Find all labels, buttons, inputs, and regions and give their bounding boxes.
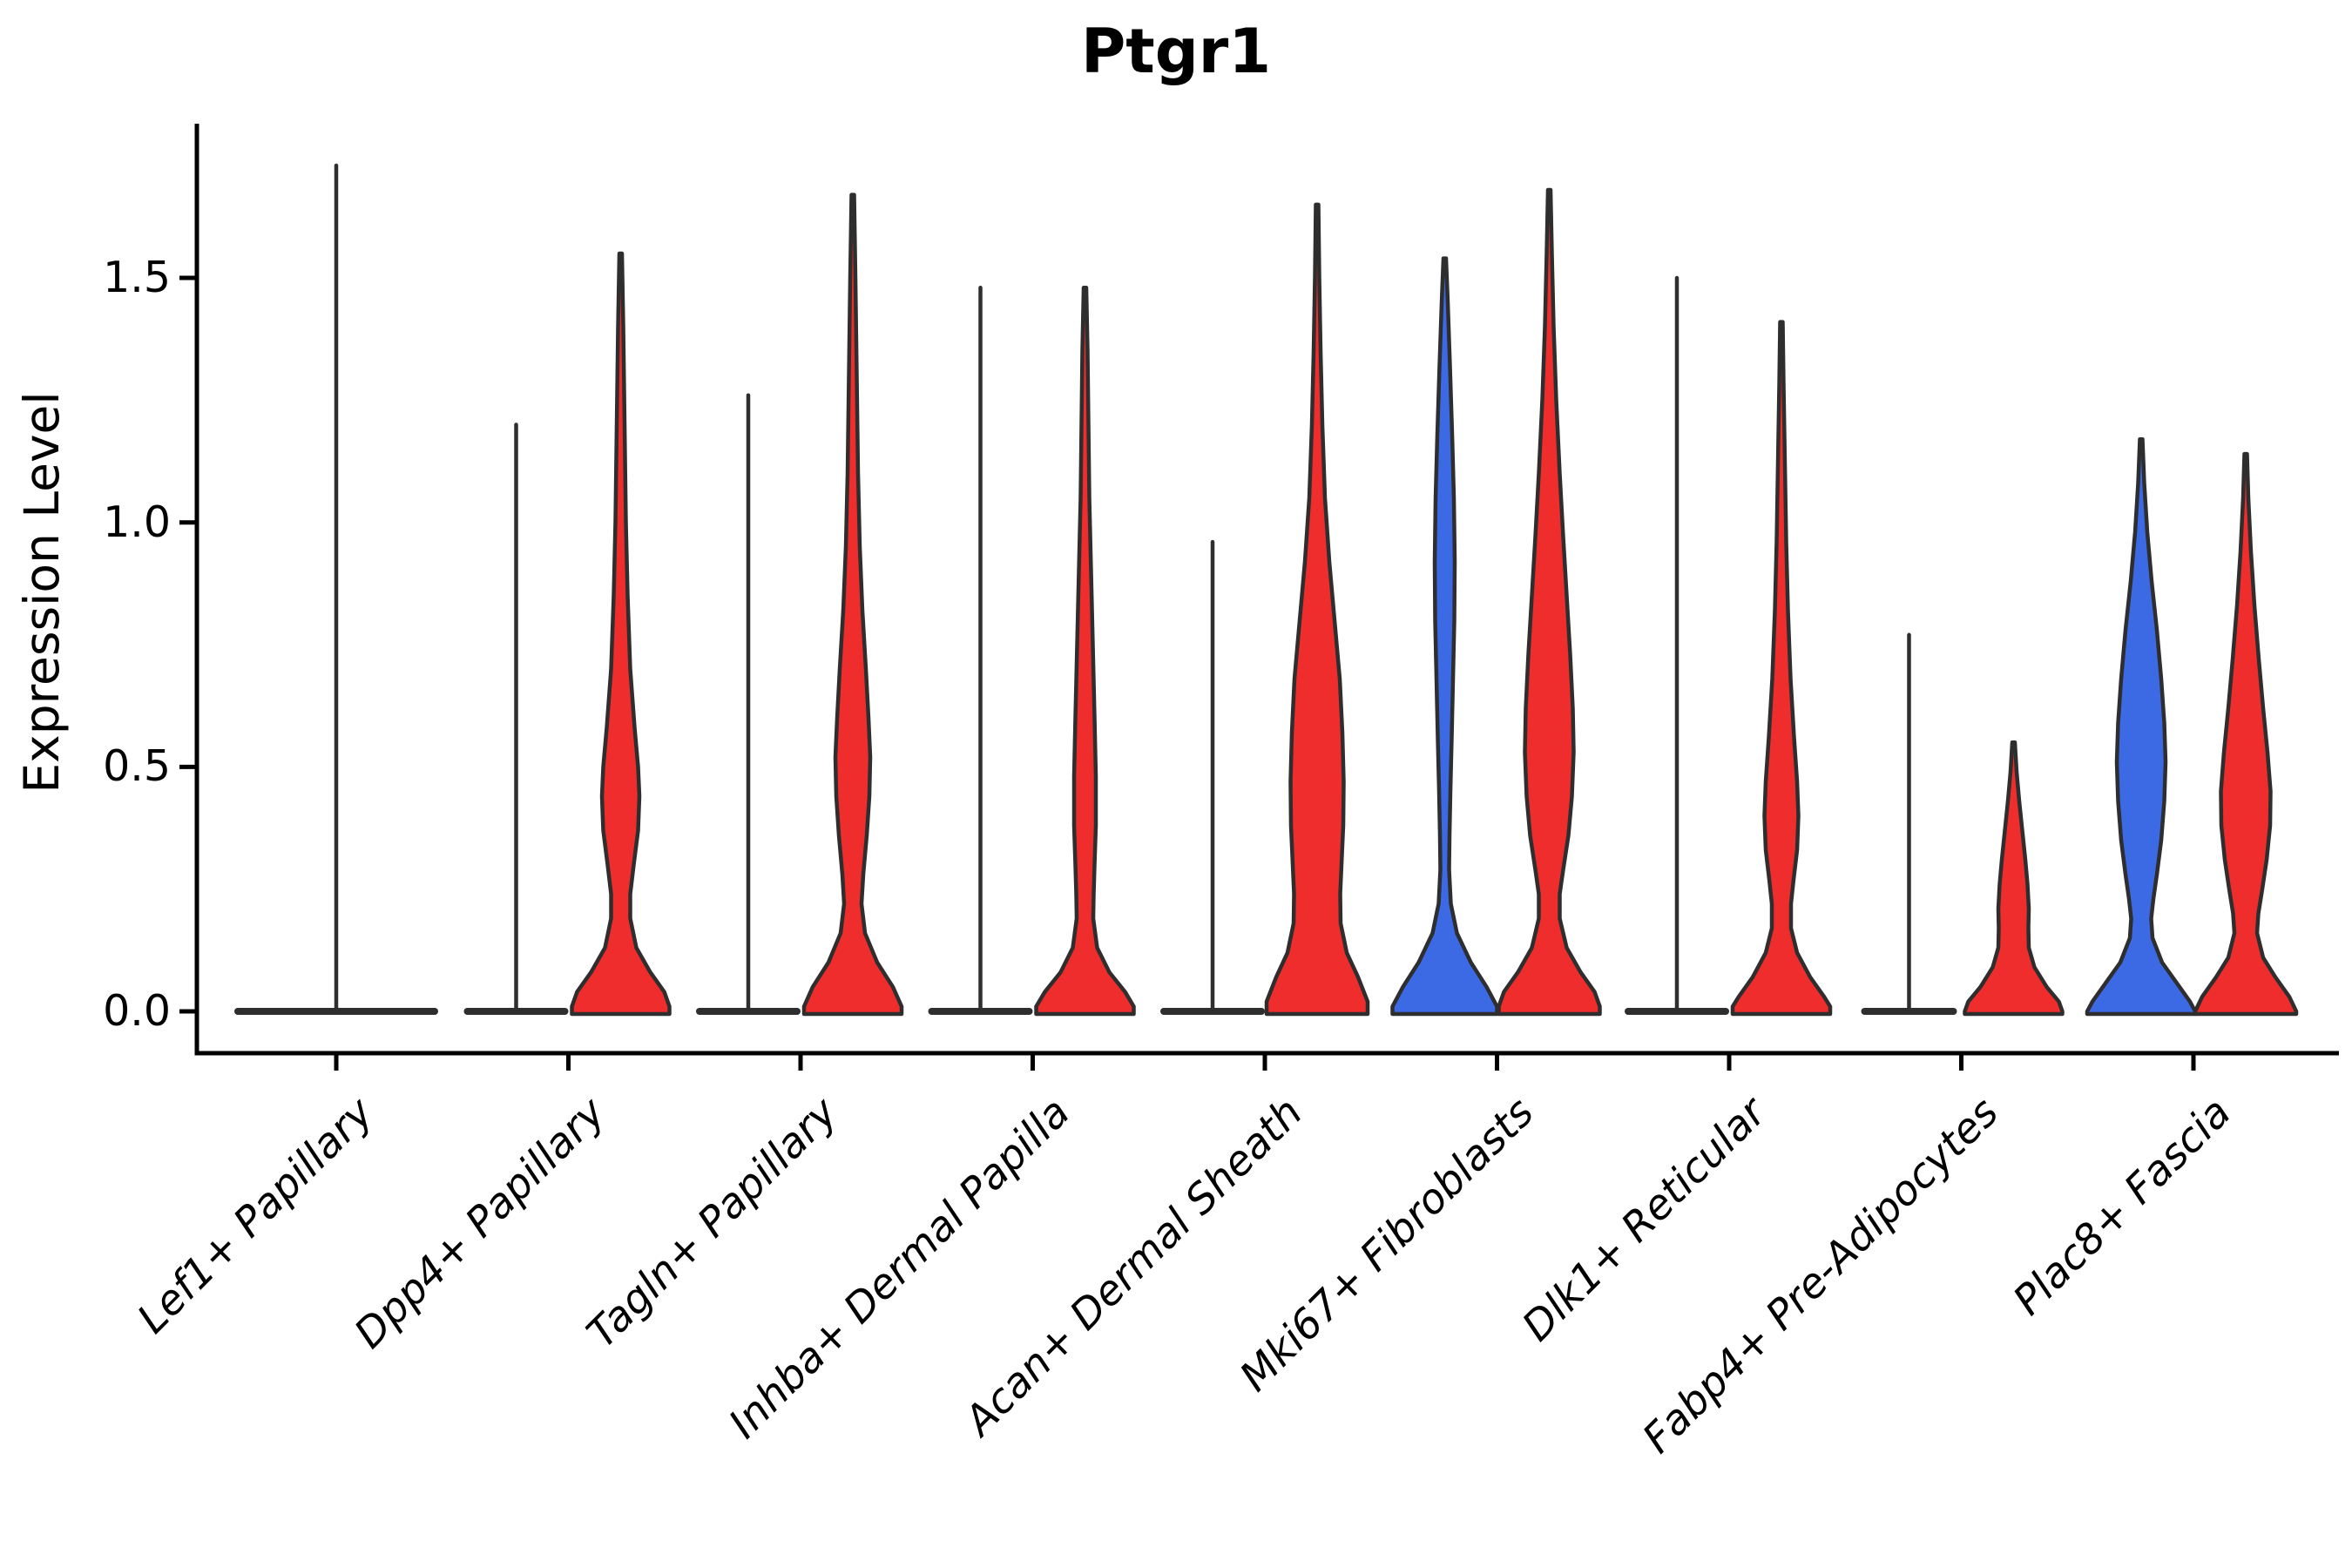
- violin-dpp4-papillary-right: [570, 251, 672, 1017]
- violin-inhba-dermal-papilla-right: [1034, 286, 1136, 1017]
- violin-fabp4-pre-adipocytes-right: [1963, 740, 2065, 1017]
- violin-plac8-fascia-right: [2193, 451, 2299, 1017]
- y-tick-label-1_5: 1.5: [103, 253, 171, 303]
- violin-mki67-fibroblasts-right: [1497, 187, 1602, 1017]
- violin-dlk1-reticular-right: [1730, 320, 1833, 1017]
- y-tick-label-1_0: 1.0: [103, 497, 171, 547]
- violin-plac8-fascia-left: [2085, 437, 2198, 1017]
- y-axis-label: Expression Level: [14, 391, 70, 794]
- chart-title: Ptgr1: [1080, 16, 1272, 87]
- violin-mki67-fibroblasts-left: [1390, 256, 1499, 1017]
- y-tick-label-0_5: 0.5: [103, 741, 171, 792]
- violin-acan-dermal-sheath-right: [1264, 202, 1370, 1017]
- y-tick-label-0_0: 0.0: [103, 986, 171, 1036]
- violin-tagln-papillary-right: [801, 193, 904, 1017]
